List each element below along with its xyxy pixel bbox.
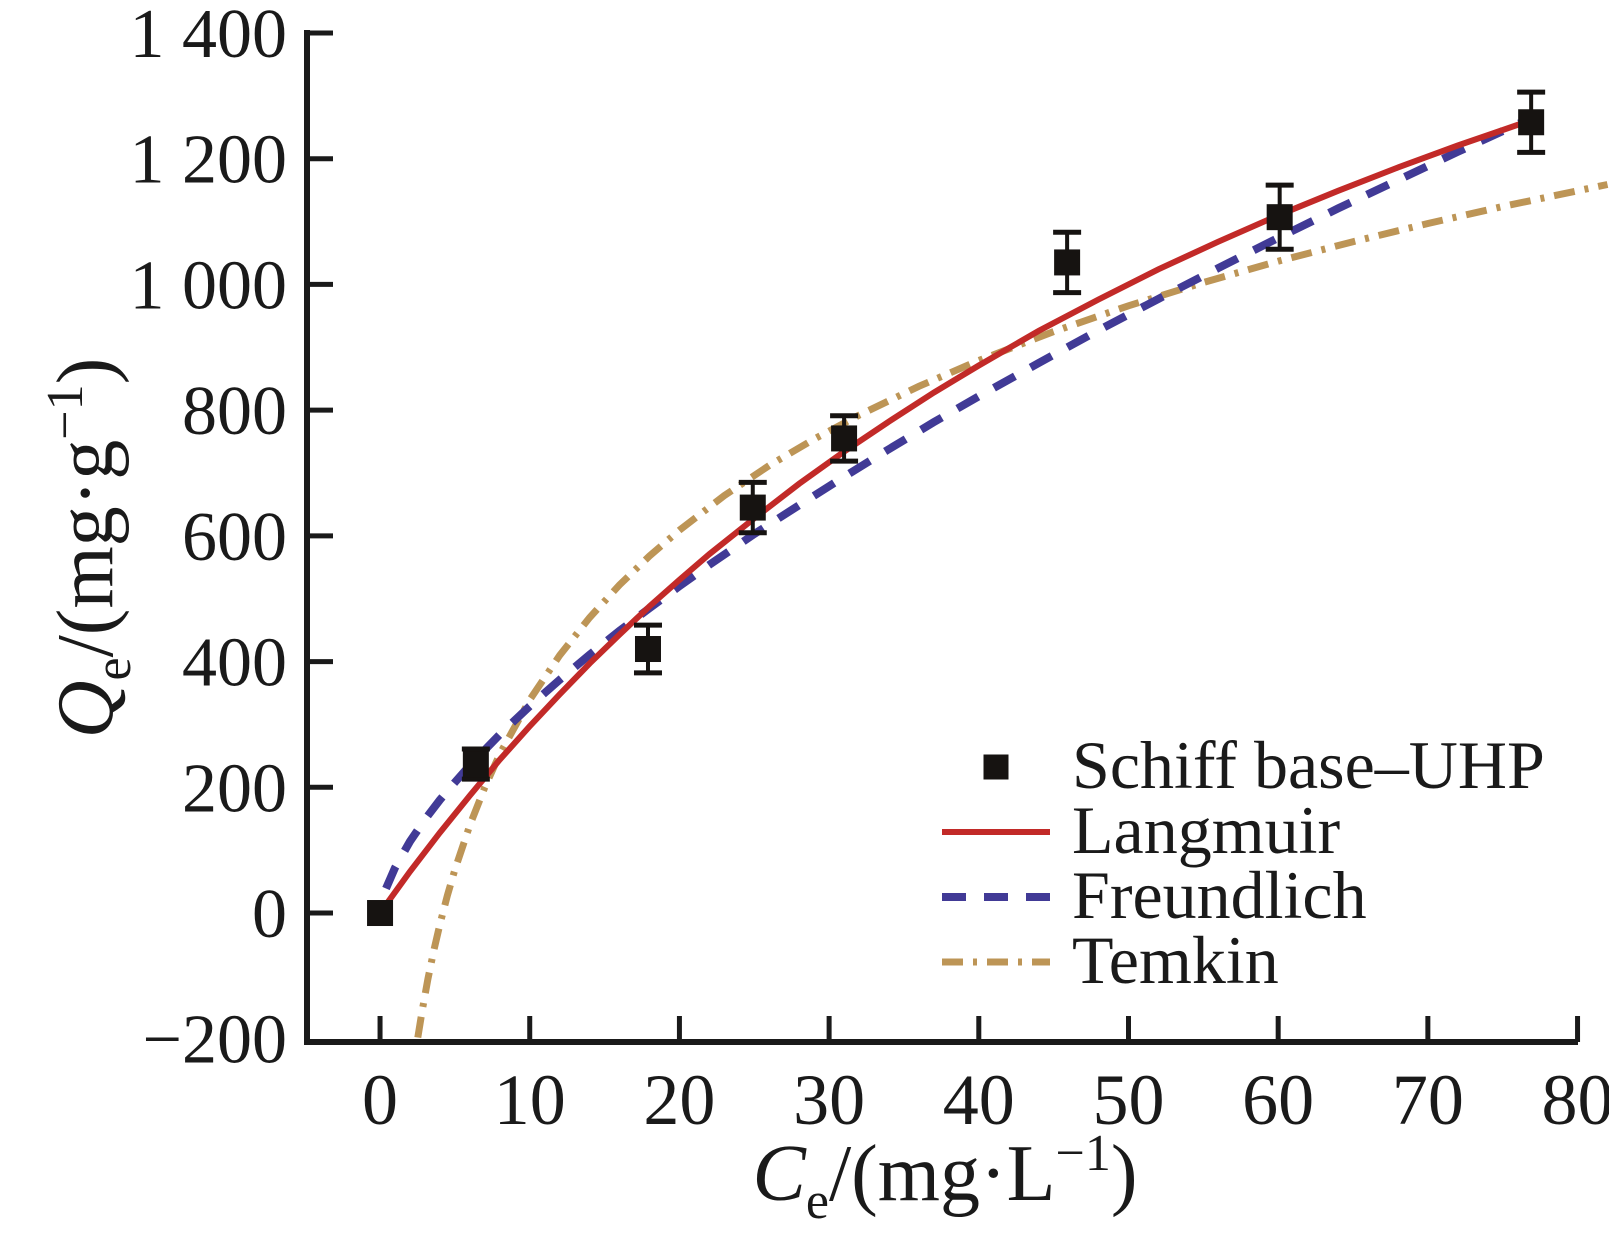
y-tick-label: 600 (182, 499, 287, 576)
axis-title-part: e (806, 1173, 829, 1230)
x-axis-title: Ce/(mg·L−1) (752, 1125, 1137, 1230)
y-axis-title: Qe/(mg·g−1) (37, 358, 142, 739)
x-tick-label: 60 (1242, 1060, 1314, 1140)
legend-label-langmuir: Langmuir (1072, 792, 1341, 868)
axis-title-part: C (752, 1130, 807, 1218)
data-point-square (1266, 204, 1293, 231)
legend-marker-square (983, 754, 1009, 780)
axis-title-part: −1 (37, 384, 94, 439)
y-tick-label: 0 (252, 876, 287, 953)
y-tick-label: 400 (182, 625, 287, 702)
curve-temkin (414, 181, 1609, 1039)
data-point-square (367, 900, 394, 927)
axis-title-part: ) (1111, 1130, 1138, 1218)
x-tick-label: 50 (1092, 1060, 1164, 1140)
y-tick-label: 200 (182, 750, 287, 827)
data-point-square (1054, 249, 1081, 276)
curve-langmuir (377, 116, 1534, 915)
legend-label-schiff-base-uhp: Schiff base–UHP (1072, 727, 1545, 803)
axis-title-part: /(mg·L (829, 1130, 1056, 1218)
data-point-square (462, 751, 489, 778)
x-tick-label: 20 (643, 1060, 715, 1140)
curve-freundlich (382, 113, 1535, 891)
x-tick-label: 0 (362, 1060, 398, 1140)
y-tick-label: 800 (182, 373, 287, 450)
legend-label-freundlich: Freundlich (1072, 857, 1367, 933)
axis-title-part: /(mg·g (42, 440, 130, 658)
data-point-square (634, 636, 661, 663)
x-tick-label: 40 (943, 1060, 1015, 1140)
y-tick-label: −200 (143, 1002, 287, 1079)
axis-title-part: Q (42, 681, 130, 739)
axis-title-part: e (85, 657, 142, 680)
axis-title-part: ) (42, 358, 130, 385)
y-tick-label: 1 400 (130, 0, 288, 73)
x-tick-label: 80 (1542, 1060, 1609, 1140)
y-tick-label: 1 000 (130, 247, 288, 324)
x-tick-label: 70 (1392, 1060, 1464, 1140)
legend-label-temkin: Temkin (1072, 922, 1279, 998)
data-point-square (831, 425, 858, 452)
x-tick-label: 30 (793, 1060, 865, 1140)
axis-title-part: −1 (1056, 1125, 1111, 1182)
data-point-square (1518, 109, 1545, 136)
data-point-square (739, 494, 766, 521)
x-tick-label: 10 (494, 1060, 566, 1140)
y-tick-label: 1 200 (130, 122, 288, 199)
